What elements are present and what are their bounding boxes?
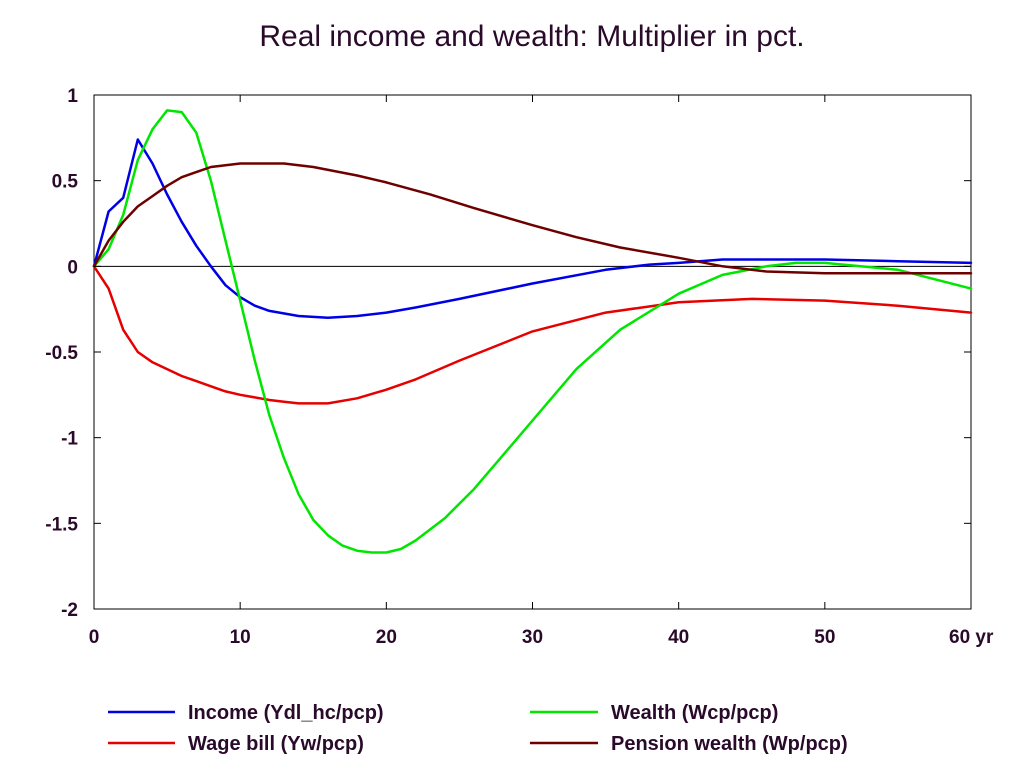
y-tick-label: 1 <box>67 86 78 107</box>
legend-entry: Wealth (Wcp/pcp) <box>530 702 778 724</box>
plot-frame <box>93 94 972 610</box>
legend-entry: Income (Ydl_hc/pcp) <box>108 702 384 724</box>
legend-label: Wealth (Wcp/pcp) <box>611 702 778 724</box>
x-tick-label: 40 <box>668 627 689 648</box>
plot-border <box>93 94 972 610</box>
series-line-3 <box>92 109 973 554</box>
y-tick-label: -0.5 <box>45 343 78 364</box>
legend: Income (Ydl_hc/pcp) Wage bill (Yw/pcp) Wea… <box>108 702 848 755</box>
y-tick-label: -1.5 <box>45 514 78 535</box>
y-axis-ticks: 1 0.5 0 -0.5 -1 -1.5 -2 <box>45 86 971 621</box>
legend-entry: Pension wealth (Wp/pcp) <box>530 733 848 755</box>
x-tick-label: 10 <box>230 627 251 648</box>
y-tick-label: 0 <box>67 257 78 278</box>
legend-entry: Wage bill (Yw/pcp) <box>108 733 364 755</box>
chart-title: Real income and wealth: Multiplier in pc… <box>259 20 805 53</box>
y-tick-label: -1 <box>61 429 78 450</box>
x-tick-label: 20 <box>376 627 397 648</box>
x-axis-ticks: 0 10 20 30 40 50 60 yr <box>89 95 994 648</box>
y-tick-label: -2 <box>61 600 78 621</box>
y-tick-label: 0.5 <box>52 172 79 193</box>
legend-label: Income (Ydl_hc/pcp) <box>188 702 384 724</box>
x-tick-label: 30 <box>522 627 543 648</box>
series-line-4 <box>92 162 973 275</box>
legend-label: Pension wealth (Wp/pcp) <box>611 733 848 755</box>
legend-label: Wage bill (Yw/pcp) <box>188 733 364 755</box>
series-layer <box>92 109 973 554</box>
x-tick-label: 0 <box>89 627 100 648</box>
x-tick-label: 60 yr <box>949 627 994 648</box>
series-line-2 <box>92 265 973 405</box>
x-tick-label: 50 <box>814 627 835 648</box>
